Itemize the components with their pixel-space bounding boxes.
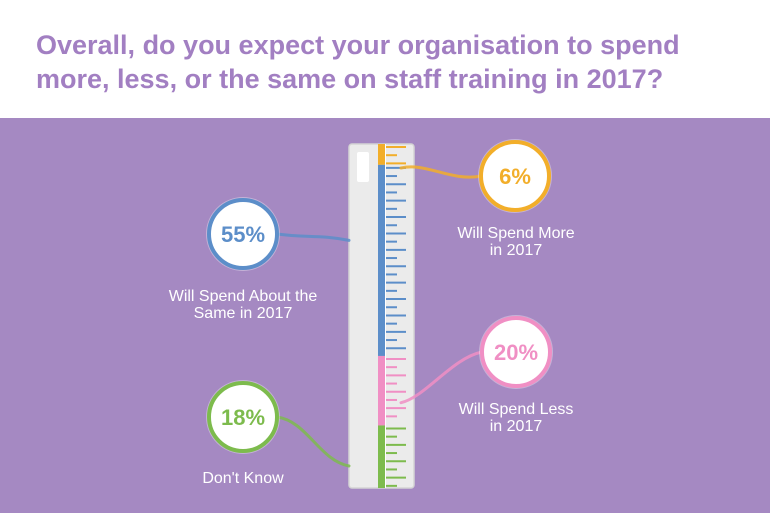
ruler-segment-more [378, 144, 385, 165]
category-label-same: Will Spend About the Same in 2017 [168, 288, 318, 322]
pct-label-more: 6% [499, 164, 531, 189]
connector-more [399, 165, 483, 179]
connector-same [275, 232, 351, 242]
circle-less [480, 316, 552, 388]
connector-less [399, 350, 484, 405]
category-label-less: Will Spend Less in 2017 [458, 401, 574, 435]
ruler-chart: 6% 55% 20% 18% [206, 139, 553, 489]
pct-label-dont_know: 18% [221, 405, 265, 430]
pct-label-less: 20% [494, 340, 538, 365]
circle-more [479, 140, 551, 212]
chart-panel: 6% 55% 20% 18% Will Spend More in 2017 Will … [0, 118, 770, 513]
header: Overall, do you expect your organisation… [0, 0, 770, 118]
ruler-segment-less [378, 355, 385, 426]
chart-title: Overall, do you expect your organisation… [36, 30, 680, 94]
ruler-highlight [357, 152, 369, 182]
ruler-segment-dont_know [378, 425, 385, 488]
category-label-more: Will Spend More in 2017 [457, 225, 575, 259]
circle-same [207, 198, 279, 270]
ruler-segment-same [378, 164, 385, 356]
pct-label-same: 55% [221, 222, 265, 247]
category-label-dont_know: Don't Know [202, 470, 284, 487]
connector-dont_know [275, 415, 351, 468]
circle-dont_know [207, 381, 279, 453]
